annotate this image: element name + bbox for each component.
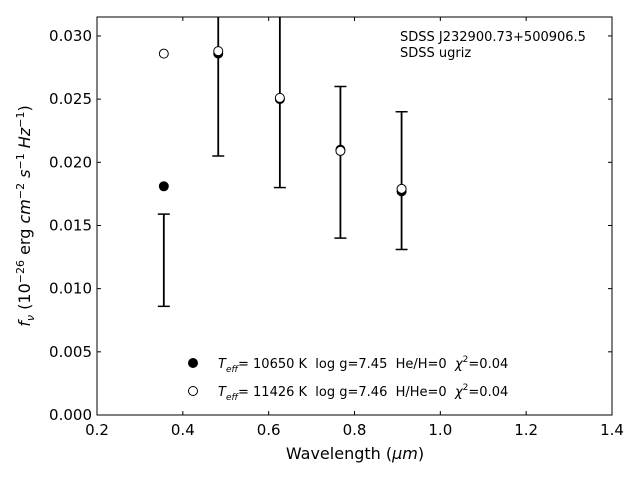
x-tick-label: 1.4 [600, 421, 624, 439]
x-tick-label: 1.0 [428, 421, 452, 439]
x-tick-label: 1.2 [514, 421, 538, 439]
open-model-point [158, 48, 169, 59]
x-tick-label: 0.4 [171, 421, 195, 439]
y-tick-label: 0.015 [49, 216, 92, 234]
y-tick-label: 0.005 [49, 343, 92, 361]
photometry-annotation: SDSS ugriz [400, 46, 471, 61]
legend-filled-marker [188, 358, 198, 368]
filled-model-point [158, 181, 169, 192]
y-tick-label: 0.025 [49, 90, 92, 108]
object-name-annotation: SDSS J232900.73+500906.5 [400, 30, 586, 45]
y-tick-label: 0.030 [49, 27, 92, 45]
legend: Teff= 10650 K log g=7.45 He/H=0 χ2=0.04 … [188, 355, 508, 403]
legend-label-filled: Teff= 10650 K log g=7.45 He/H=0 χ2=0.04 [218, 355, 508, 375]
plot-area [97, 17, 612, 415]
open-model-point [274, 92, 285, 103]
x-tick-label: 0.8 [343, 421, 367, 439]
y-tick-label: 0.000 [49, 406, 92, 424]
open-model-point [335, 145, 346, 156]
legend-label-open: Teff= 11426 K log g=7.46 H/He=0 χ2=0.04 [218, 383, 508, 403]
plot-frame [96, 16, 613, 416]
data-points [158, 46, 407, 197]
x-tick-label: 0.6 [257, 421, 281, 439]
open-model-point [213, 46, 224, 57]
y-tick-label: 0.020 [49, 153, 92, 171]
y-axis-label: fν (10−26 erg cm−2 s−1 Hz−1) [14, 105, 37, 326]
axis-ticks: 0.2 0.4 0.6 0.8 1.0 1.2 1.4 0.000 0.005 0.010 0.01… [49, 17, 624, 439]
x-tick-label: 0.2 [85, 421, 109, 439]
open-model-point [396, 183, 407, 194]
legend-open-marker [188, 386, 198, 396]
y-tick-label: 0.010 [49, 280, 92, 298]
x-axis-label: Wavelength (μm) [286, 444, 424, 463]
